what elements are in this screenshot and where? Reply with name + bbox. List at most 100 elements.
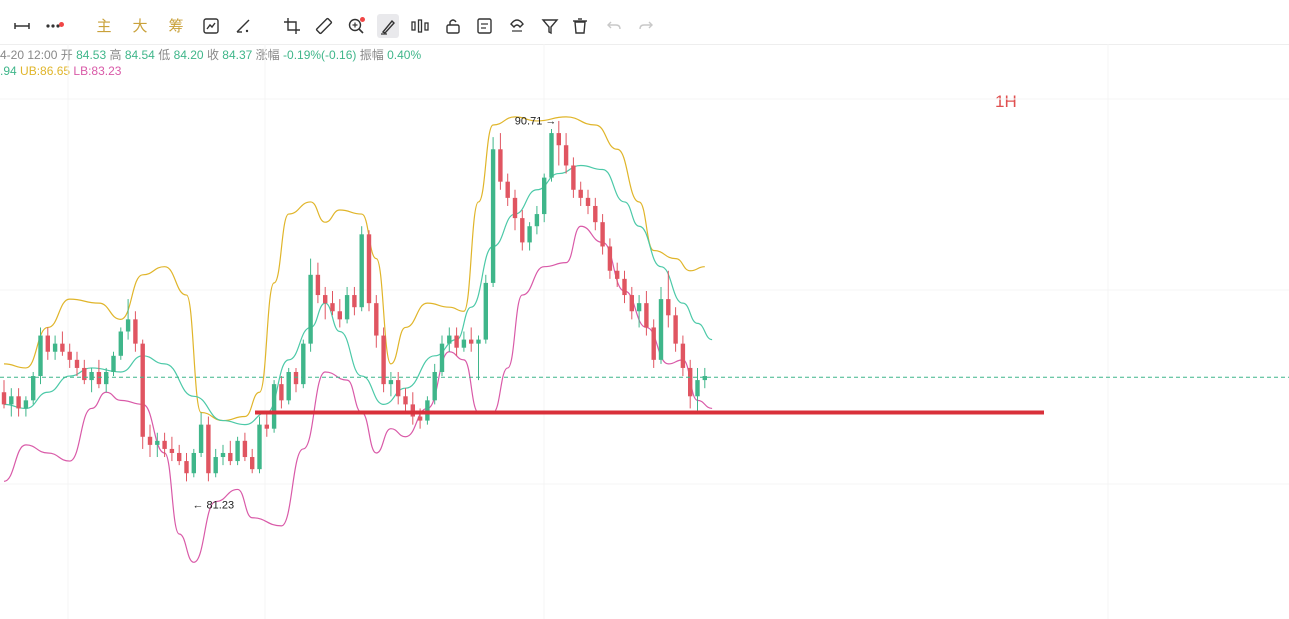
candle-down bbox=[593, 205, 598, 223]
candle-down bbox=[133, 319, 138, 344]
crop-icon[interactable] bbox=[282, 14, 302, 38]
candle-up bbox=[476, 339, 481, 344]
more-icon[interactable] bbox=[44, 14, 64, 38]
bollinger-upper-line bbox=[3, 116, 705, 422]
replay-icon[interactable] bbox=[201, 14, 221, 38]
candlestick-chart[interactable]: 90.71 → ← 81.23 bbox=[0, 44, 1289, 619]
candle-up bbox=[542, 177, 547, 215]
candle-down bbox=[512, 197, 518, 219]
magnet-icon[interactable] bbox=[507, 14, 527, 38]
low-value: 84.20 bbox=[173, 48, 204, 62]
candle-down bbox=[16, 396, 21, 409]
candle-down bbox=[352, 295, 357, 308]
candle-down bbox=[140, 343, 145, 437]
candle-up bbox=[702, 376, 707, 381]
candle-down bbox=[82, 367, 87, 381]
low-price-annotation: ← 81.23 bbox=[193, 499, 235, 511]
candle-up bbox=[235, 440, 240, 462]
candle-down bbox=[607, 246, 613, 271]
candle-down bbox=[578, 189, 583, 198]
undo-icon[interactable] bbox=[604, 14, 624, 38]
measure-icon[interactable] bbox=[233, 14, 253, 38]
drawing-tools-icon[interactable] bbox=[409, 14, 431, 38]
candle-down bbox=[688, 367, 693, 397]
main-indicator-button[interactable]: 主 bbox=[96, 17, 112, 35]
candle-up bbox=[271, 384, 277, 429]
candle-down bbox=[556, 133, 561, 146]
candle-down bbox=[622, 278, 627, 296]
bollinger-lower-line bbox=[3, 225, 713, 563]
notification-dot bbox=[59, 22, 64, 27]
candle-down bbox=[680, 343, 686, 368]
candle-down bbox=[279, 384, 284, 401]
bar-time: 4-20 12:00 bbox=[0, 48, 58, 62]
candle-down bbox=[60, 343, 65, 352]
candle-up bbox=[658, 299, 664, 360]
candle-down bbox=[403, 396, 408, 405]
zoom-icon[interactable] bbox=[346, 14, 366, 38]
candle-down bbox=[673, 315, 678, 344]
candle-down bbox=[1, 392, 7, 405]
open-value: 84.53 bbox=[76, 48, 107, 62]
candle-up bbox=[695, 380, 700, 397]
high-label: 高 bbox=[109, 48, 122, 62]
lock-icon[interactable] bbox=[443, 14, 463, 38]
boll-ub-value: UB:86.65 bbox=[20, 64, 71, 78]
candle-up bbox=[23, 400, 29, 409]
low-label: 低 bbox=[158, 48, 171, 62]
boll-mid-value: .94 bbox=[0, 64, 17, 78]
candle-up bbox=[220, 452, 226, 458]
candle-down bbox=[206, 424, 211, 474]
candle-down bbox=[366, 234, 372, 304]
chip-distribution-button[interactable]: 筹 bbox=[168, 17, 184, 35]
candle-up bbox=[155, 440, 160, 445]
candle-down bbox=[666, 299, 671, 316]
amplitude-label: 振幅 bbox=[359, 48, 384, 62]
candle-down bbox=[410, 404, 415, 417]
candle-down bbox=[330, 303, 335, 312]
candle-down bbox=[169, 448, 175, 453]
candle-down bbox=[396, 380, 401, 397]
candle-down bbox=[45, 335, 50, 352]
candle-down bbox=[644, 303, 649, 328]
candle-down bbox=[147, 436, 153, 445]
candle-up bbox=[301, 343, 306, 385]
close-value: 84.37 bbox=[222, 48, 253, 62]
redo-icon[interactable] bbox=[636, 14, 656, 38]
change-label: 涨幅 bbox=[255, 48, 280, 62]
filter-icon[interactable] bbox=[540, 14, 560, 38]
horizontal-line-icon[interactable] bbox=[12, 14, 32, 38]
brush-icon[interactable] bbox=[377, 14, 399, 38]
candle-up bbox=[308, 274, 313, 344]
candle-up bbox=[549, 133, 554, 178]
candle-up bbox=[31, 376, 36, 401]
candle-down bbox=[381, 335, 386, 385]
candle-down bbox=[242, 440, 248, 458]
candle-up bbox=[257, 424, 262, 470]
candle-down bbox=[177, 452, 182, 462]
chart-toolbar: 主 大 筹 bbox=[0, 0, 1289, 45]
candle-up bbox=[534, 214, 540, 227]
candle-down bbox=[585, 197, 591, 206]
candle-up bbox=[111, 355, 116, 372]
candle-down bbox=[67, 351, 72, 360]
ohlc-info: 4-20 12:00 开 84.53 高 84.54 低 84.20 收 84.… bbox=[0, 46, 421, 63]
candle-down bbox=[629, 295, 634, 312]
candle-down bbox=[454, 335, 459, 348]
candle-up bbox=[461, 339, 467, 348]
change-value: -0.19%(-0.16) bbox=[283, 48, 357, 62]
candle-down bbox=[520, 218, 525, 243]
ruler-icon[interactable] bbox=[314, 14, 334, 38]
text-note-icon[interactable] bbox=[475, 14, 495, 38]
high-price-annotation: 90.71 → bbox=[515, 116, 557, 128]
big-order-button[interactable]: 大 bbox=[132, 17, 148, 35]
candle-up bbox=[198, 424, 204, 453]
amplitude-value: 0.40% bbox=[387, 48, 422, 62]
candle-up bbox=[286, 371, 291, 401]
candle-down bbox=[264, 424, 269, 429]
trash-icon[interactable] bbox=[570, 14, 590, 38]
candle-up bbox=[388, 380, 394, 385]
candle-down bbox=[293, 371, 299, 385]
candle-up bbox=[439, 343, 445, 372]
candle-up bbox=[425, 400, 430, 421]
